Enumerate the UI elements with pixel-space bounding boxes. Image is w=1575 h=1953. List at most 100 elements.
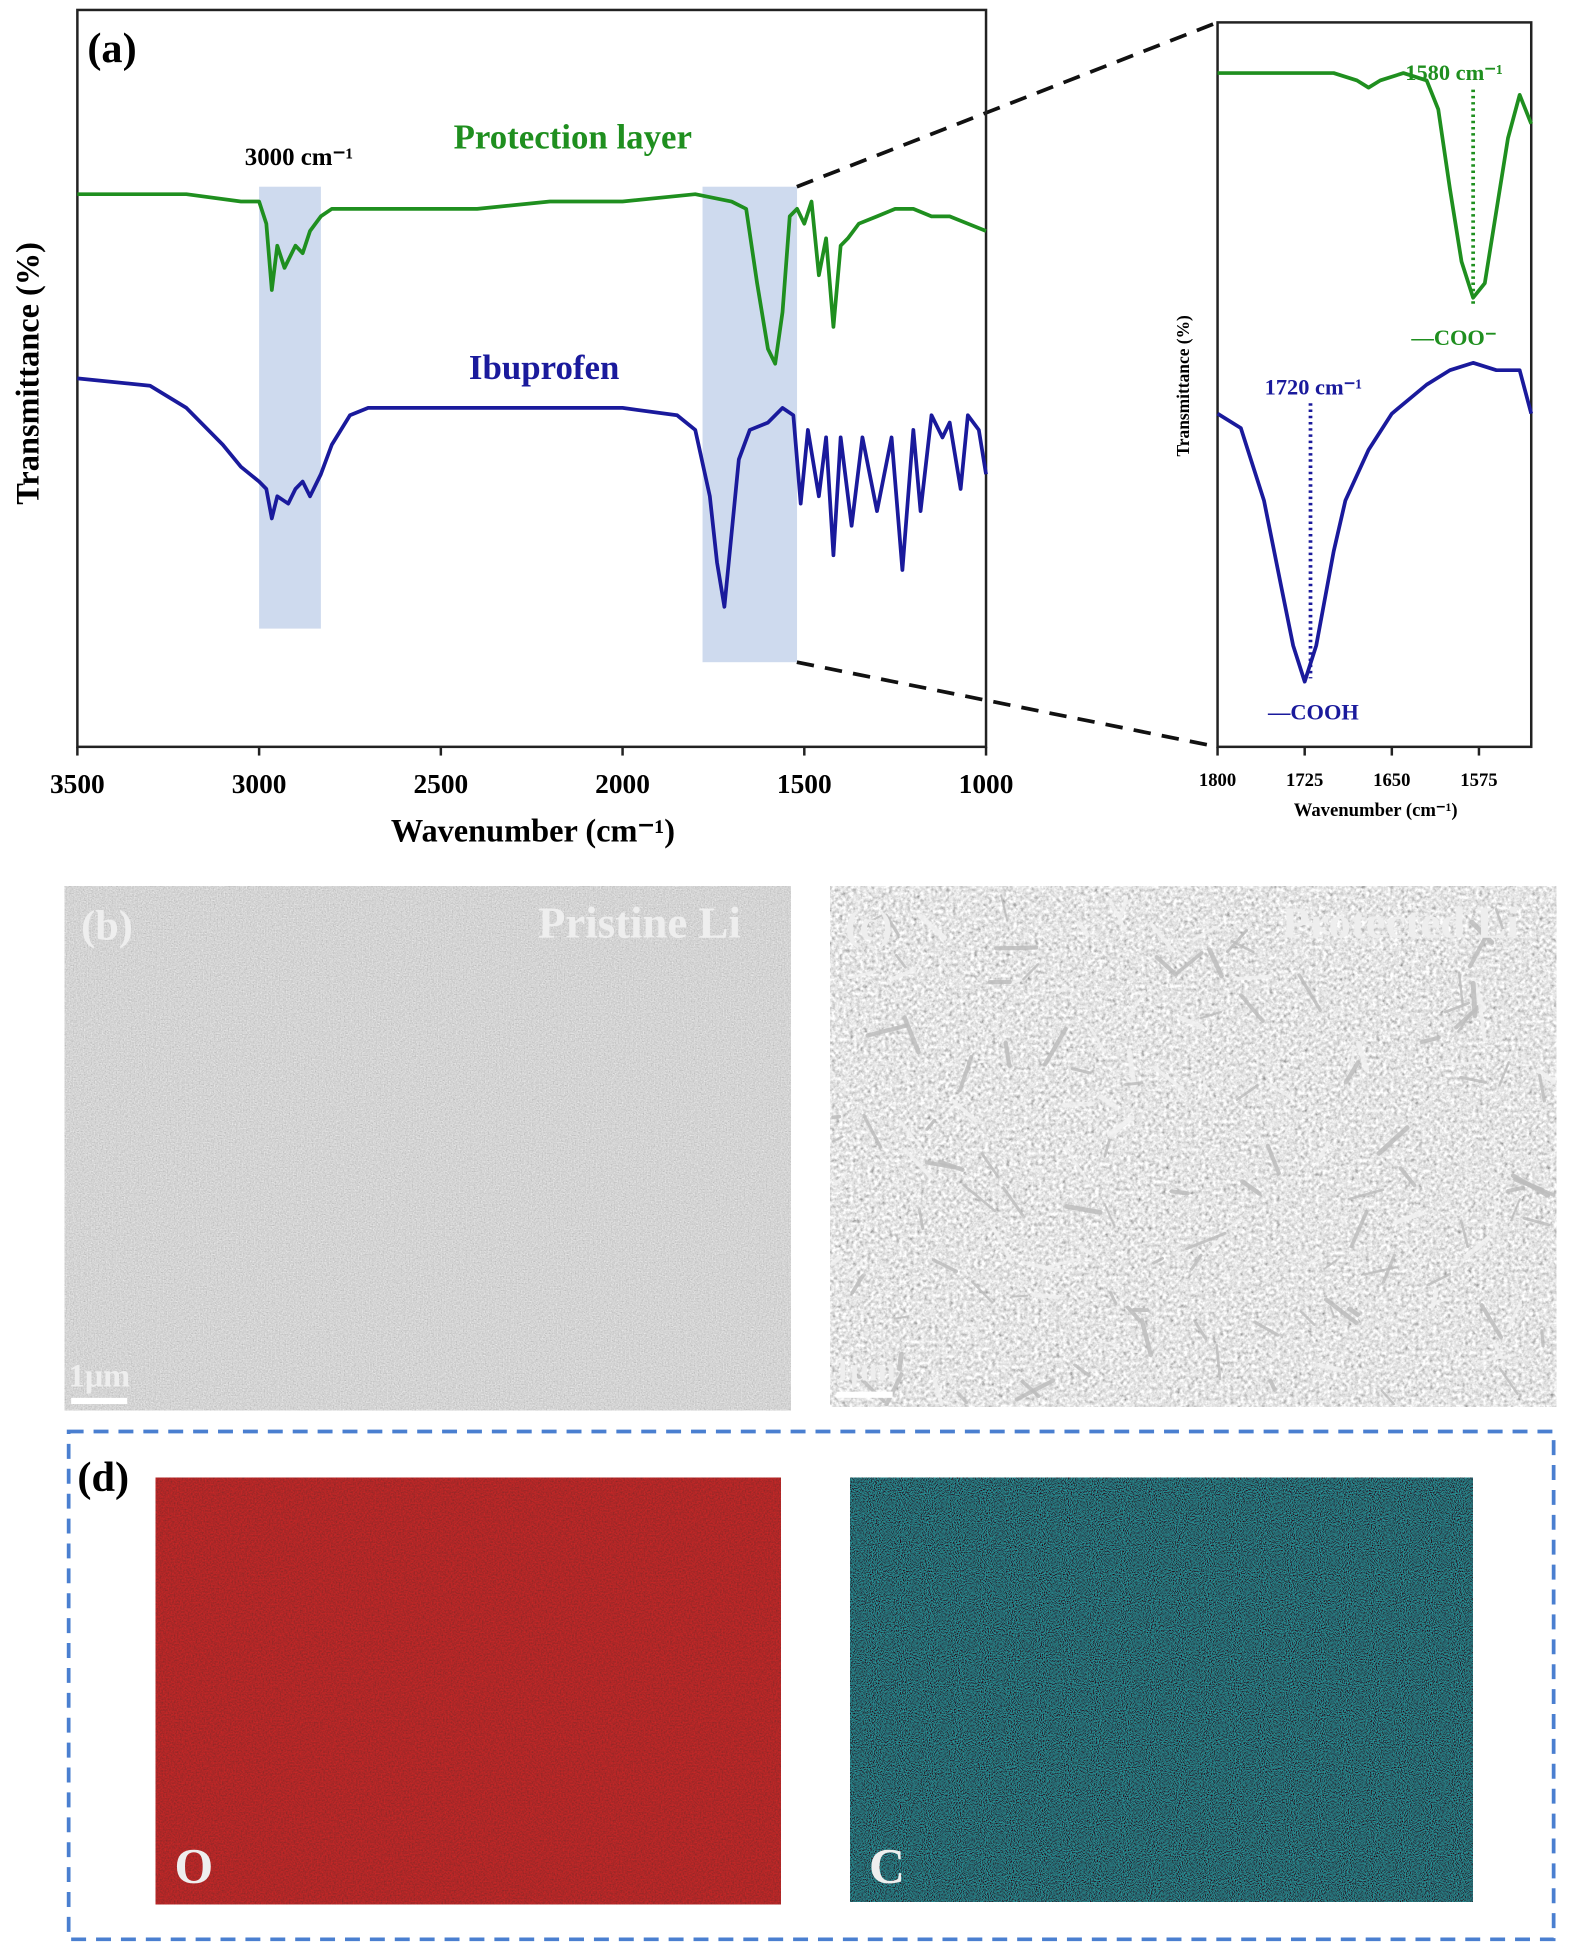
crystal [1540,1329,1545,1348]
crystal [1126,1048,1137,1088]
element-label: C [869,1838,905,1893]
crystal [1076,921,1090,937]
crystal [1393,1211,1424,1225]
panel-label: (b) [81,903,133,950]
crystal [1152,1065,1185,1091]
series-label: Ibuprofen [469,348,619,387]
crystal [1253,1320,1280,1337]
crystal [1139,1318,1154,1358]
crystal [1268,1378,1277,1392]
crystal [994,945,1039,951]
crystal [1152,1256,1164,1265]
crystal [1349,1209,1369,1249]
crystal [1215,1343,1222,1381]
crystal [1522,1216,1551,1227]
crystal [1536,1068,1557,1084]
marker-label: 1580 cm⁻¹ [1405,60,1503,85]
crystal [1209,1236,1223,1251]
crystal [938,1159,965,1172]
crystal [1505,1301,1522,1332]
x-axis-title: Wavenumber (cm⁻¹) [391,812,675,848]
crystal [1398,1166,1417,1188]
crystal [896,1352,904,1372]
crystal [1207,947,1224,979]
crystal [1103,1202,1116,1227]
crystal [1003,1040,1012,1068]
crystal [1175,951,1204,975]
crystal [831,1114,842,1120]
crystal [1014,1378,1056,1402]
crystal [902,1147,934,1180]
scale-bar-label: 1μm [834,1351,896,1387]
crystal [917,1207,925,1231]
crystal [1356,1040,1369,1073]
crystal [1347,1188,1385,1201]
crystal [1020,1379,1041,1398]
crystal [932,1378,944,1406]
crystal [1240,1179,1262,1196]
crystal [1323,1259,1338,1270]
crystal [1202,1076,1207,1094]
crystal [962,1183,997,1213]
crystal [1199,1010,1223,1020]
x-tick-label: 2000 [595,769,650,799]
crystal [980,1152,1000,1179]
series-label: Protection layer [454,118,692,157]
highlight-band [702,186,798,663]
crystal [1317,1141,1330,1162]
crystal [884,913,900,937]
crystal [1011,1294,1029,1298]
x-axis-title: Wavenumber (cm⁻¹) [1294,800,1458,821]
crystal [1527,1182,1556,1197]
crystal [1061,1101,1095,1108]
x-tick-label: 3500 [50,769,105,799]
crystal [1041,1257,1082,1270]
crystal [1477,997,1487,1042]
crystal [1498,1367,1519,1395]
crystal [865,1023,909,1038]
annotation: 3000 cm⁻¹ [245,144,353,171]
crystal [858,913,885,928]
crystal [1283,1122,1292,1136]
sem-image [64,886,791,1411]
crystal [830,1254,843,1266]
crystal [1098,1339,1138,1354]
image-title: Pristine Li [538,898,741,948]
crystal [1000,894,1009,922]
crystal [1459,1219,1470,1248]
crystals [830,894,1557,1407]
crystal [1492,1200,1497,1236]
x-tick-label: 1500 [777,769,832,799]
crystal [1381,1253,1397,1284]
crystal [1265,1082,1293,1100]
crystal [1477,1353,1517,1363]
crystal [1479,1303,1504,1340]
panel-label: (c) [845,903,892,950]
x-tick-label: 2500 [413,769,468,799]
crystal [1055,984,1069,995]
crystal [1178,1015,1205,1030]
element-label: O [174,1838,213,1893]
plot-frame [1216,21,1533,749]
zoom-line [796,660,1218,749]
crystal [1467,933,1489,969]
crystal [1031,1292,1060,1300]
crystal [1457,971,1464,1006]
crystal [1154,955,1178,977]
crystal [1126,1305,1142,1323]
crystal [1329,1306,1335,1318]
x-tick-label: 3000 [232,769,287,799]
crystal [831,1135,844,1143]
crystal [1443,1001,1471,1014]
crystal [1239,993,1265,1023]
crystal [1169,1189,1190,1196]
crystal [1419,1035,1441,1045]
crystal [1126,989,1147,1021]
crystal [1189,1253,1203,1271]
crystal [1073,1363,1091,1378]
crystal [956,1391,969,1405]
crystal [1494,908,1505,932]
crystal [1469,919,1495,945]
crystal [1506,1185,1525,1193]
